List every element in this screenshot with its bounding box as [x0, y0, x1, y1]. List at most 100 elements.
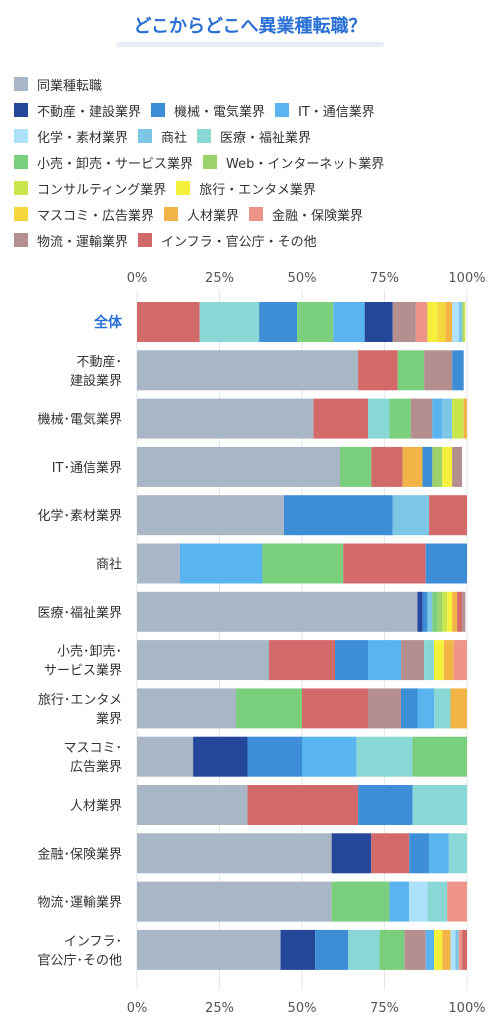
bar-segment [417, 688, 434, 729]
bar-segment [442, 591, 448, 632]
legend-label: 小売・卸売・サービス業界 [37, 156, 194, 172]
category-label: 旅行･エンタメ [38, 693, 122, 708]
bar-segment [358, 785, 413, 825]
bar-segment [437, 302, 446, 342]
bar-segment [137, 688, 236, 729]
bar-segment [443, 640, 454, 681]
legend-label: マスコミ・広告業界 [37, 208, 155, 224]
bar-segment [429, 833, 449, 874]
bar-segment [457, 591, 463, 632]
category-label: 人材業界 [70, 798, 122, 814]
legend-label: IT・通信業界 [298, 104, 375, 120]
bar-segment [313, 398, 368, 439]
bar-segment [432, 446, 443, 487]
bar-segment [462, 302, 464, 342]
category-label: サービス業界 [44, 663, 122, 679]
legend-item: Web・インターネット業界 [203, 150, 384, 174]
bar-segment [427, 591, 433, 632]
bar-segment [315, 929, 349, 970]
bar-segment [442, 446, 453, 487]
bar-segment [137, 350, 359, 391]
bar-segment [458, 302, 463, 342]
bar-segment [447, 591, 453, 632]
bar-segment [302, 736, 357, 777]
legend-label: Web・インターネット業界 [226, 156, 385, 172]
bar-segment [448, 833, 467, 874]
legend-label: 機械・電気業界 [174, 104, 266, 120]
x-tick-label-bottom: 50% [288, 1001, 317, 1016]
legend-swatch [138, 233, 153, 247]
legend-swatch [275, 103, 290, 117]
legend-item: インフラ・官公庁・その他 [138, 228, 317, 252]
legend-item: 人材業界 [164, 202, 239, 226]
legend-item: 小売・卸売・サービス業界 [14, 150, 193, 174]
bar-segment [302, 688, 368, 729]
bar-segment [432, 398, 443, 439]
x-tick-label-bottom: 25% [205, 1001, 234, 1016]
legend-swatch [176, 181, 191, 195]
bar-segment [335, 640, 368, 681]
legend-row: 小売・卸売・サービス業界 Web・インターネット業界 [14, 150, 394, 174]
bar-segment [137, 785, 248, 825]
bar-segment [199, 302, 260, 342]
bar-segment [458, 929, 463, 970]
bar-segment [392, 495, 430, 536]
legend-label: 不動産・建設業界 [37, 104, 142, 120]
bar-segment [137, 543, 180, 584]
bar-segment [402, 446, 423, 487]
bar-segment [247, 785, 359, 825]
bar-segment [348, 929, 380, 970]
bar-segment [445, 302, 453, 342]
legend-row: 物流・運輸業界 インフラ・官公庁・その他 [14, 228, 327, 252]
bar-segment [409, 833, 430, 874]
category-label: 官公庁･その他 [37, 952, 122, 968]
bar-segment [193, 736, 248, 777]
bar-segment [343, 543, 426, 584]
bar-segment [137, 929, 281, 970]
bar-segment [137, 833, 332, 874]
bar-segment [424, 350, 453, 391]
bar-segment [450, 688, 467, 729]
bar-segment [427, 881, 448, 922]
bar-segment [463, 302, 466, 342]
bar-segment [453, 640, 467, 681]
bar-segment [401, 640, 425, 681]
bar-segment [432, 591, 438, 632]
bar-segment [434, 640, 444, 681]
legend-item: 機械・電気業界 [151, 98, 265, 122]
bar-segment [429, 495, 467, 536]
category-label: IT･通信業界 [52, 460, 122, 476]
legend-item: 旅行・エンタメ業界 [176, 176, 316, 200]
legend-swatch [164, 207, 179, 221]
category-label: インフラ･ [64, 934, 122, 949]
legend-swatch [14, 155, 28, 169]
legend-label: 医療・福祉業界 [220, 130, 312, 146]
bar-segment [339, 446, 372, 487]
bar-segment [425, 929, 434, 970]
bar-segment [434, 688, 451, 729]
legend-swatch [14, 129, 28, 143]
legend-swatch [14, 103, 28, 117]
category-label: 建設業界 [70, 373, 122, 389]
legend-swatch [14, 181, 28, 195]
bar-segment [442, 929, 451, 970]
bar-segment [422, 591, 428, 632]
legend-swatch [249, 207, 264, 221]
legend-item: 不動産・建設業界 [14, 98, 141, 122]
legend-row: 化学・素材業界 商社 医療・福祉業界 [14, 124, 321, 148]
bar-segment [269, 640, 335, 681]
legend-item: 物流・運輸業界 [14, 228, 128, 252]
bar-segment [397, 350, 425, 391]
bar-segment [137, 640, 269, 681]
legend-row: マスコミ・広告業界 人材業界 金融・保険業界 [14, 202, 373, 226]
bar-segment [425, 543, 467, 584]
legend-label: 旅行・エンタメ業界 [199, 182, 316, 198]
legend-label: 化学・素材業界 [37, 130, 129, 146]
bar-segment [236, 688, 302, 729]
category-label: 物流･運輸業界 [37, 895, 122, 911]
category-label: 小売･卸売･ [57, 644, 122, 660]
category-label: 全体 [93, 314, 123, 331]
legend-label: 物流・運輸業界 [37, 234, 129, 250]
category-label: 業界 [96, 711, 122, 727]
